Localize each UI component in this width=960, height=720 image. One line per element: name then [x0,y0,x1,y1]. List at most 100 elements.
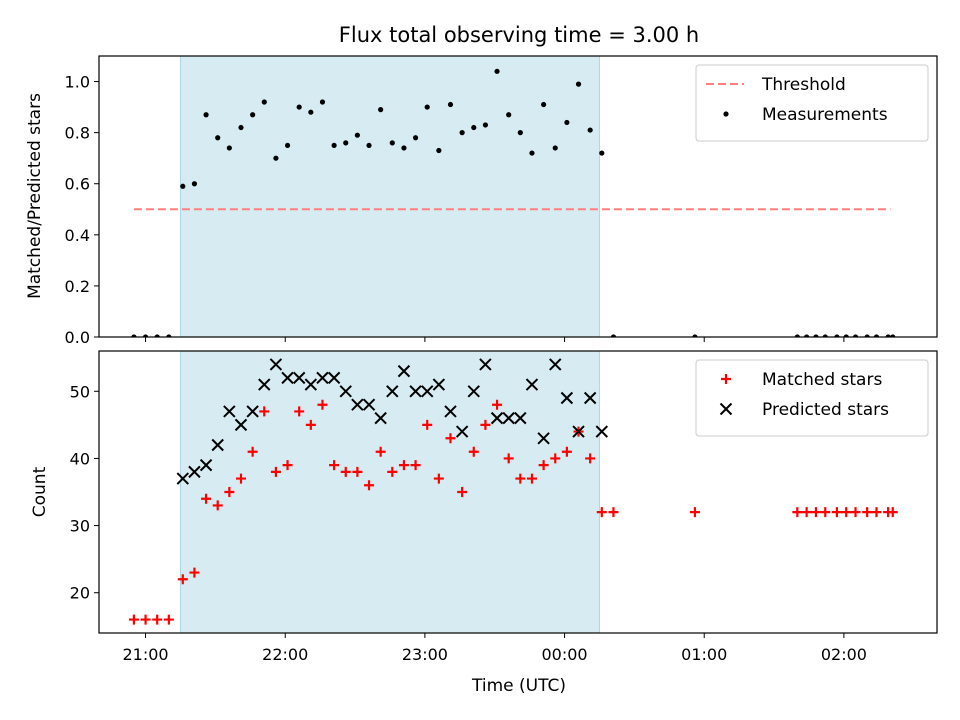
bottom-y-tick-label: 20 [70,584,90,603]
matched-star-point [689,507,700,518]
top-legend-box [695,64,929,142]
matched-star-point [270,466,281,477]
top-y-tick-label: 0.4 [65,226,90,245]
measurement-point [343,140,349,146]
x-tick-label: 00:00 [542,645,588,664]
top-y-tick-label: 0.6 [65,175,90,194]
matched-star-point [538,460,549,471]
matched-star-point [457,487,468,497]
matched-star-point [294,406,305,417]
matched-star-point [352,466,363,477]
measurement-point [852,334,859,337]
matched-star-point [585,453,596,464]
predicted-star-point [269,358,283,371]
chart-title: Flux total observing time = 3.00 h [339,23,699,47]
measurement-point [885,334,891,337]
top-data-layer [131,68,896,337]
matched-star-point [201,493,212,504]
matched-star-point [515,473,526,484]
measurement-point [191,181,198,187]
matched-star-point [387,466,398,477]
measurement-point [552,145,558,151]
x-axis-label: Time (UTC) [471,676,566,696]
measurement-point [843,334,849,337]
top-panel: 0.0 0.2 0.4 0.6 0.8 1.0 Threshold Measurements [65,55,938,347]
matched-star-point [492,399,503,410]
measurement-point [517,130,523,136]
measurement-point [378,107,384,113]
matched-star-point [445,433,456,444]
measurement-point [142,334,149,337]
measurement-point [471,124,477,131]
measurement-point [203,112,209,118]
matched-star-point [810,507,821,518]
bottom-y-axis-label: Count [30,466,50,517]
predicted-star-point [351,398,364,411]
measurement-point [273,155,279,161]
predicted-star-point [386,385,399,398]
measurement-point [366,142,372,149]
top-y-tick-label: 0.8 [65,124,90,143]
measurement-point [599,150,605,156]
matched-star-point [561,446,572,457]
predicted-star-point [246,405,259,418]
matched-star-point [212,500,223,511]
measurement-point [864,334,870,337]
top-shaded-region [179,55,600,338]
predicted-star-point [374,411,387,425]
predicted-star-point [409,385,422,398]
matched-star-point [329,460,340,471]
predicted-star-point [188,465,201,479]
matched-star-point [140,614,151,625]
matched-star-point [398,460,409,471]
matched-star-point [163,614,174,625]
measurement-point [401,145,407,151]
measurement-point [226,145,232,151]
legend-measurements-swatch [723,111,729,117]
legend-matched-swatch [721,374,731,384]
bottom-legend-box [695,359,929,437]
matched-star-point [433,473,444,484]
measurement-point [587,127,593,133]
matched-star-point [550,453,561,464]
predicted-star-point [537,432,550,445]
measurement-point [506,112,512,118]
matched-star-point [503,453,514,464]
predicted-star-point [199,458,213,472]
predicted-star-point [560,391,574,405]
measurement-point [822,334,828,337]
predicted-star-point [490,411,504,425]
measurement-point [331,142,337,149]
measurement-point [610,334,617,337]
predicted-star-point [397,364,411,378]
predicted-star-point [502,411,515,425]
matched-star-point [871,507,882,518]
matched-star-point [850,507,861,518]
matched-star-point [841,507,852,518]
predicted-star-point [525,378,539,391]
matched-star-point [422,419,433,430]
x-tick-label: 22:00 [262,645,308,664]
predicted-star-point [327,371,341,385]
predicted-star-point [583,391,597,405]
matched-star-point [247,446,258,457]
x-tick-label: 01:00 [681,645,727,664]
predicted-star-point [281,371,294,385]
measurement-point [412,135,419,141]
legend-label: Measurements [762,105,888,125]
predicted-star-point [432,378,446,391]
matched-star-point [608,507,619,518]
matched-star-point [820,507,831,518]
matched-star-point [128,614,139,625]
predicted-star-point [316,371,329,385]
matched-star-point [259,406,270,417]
x-tick-label: 23:00 [402,645,448,664]
bottom-legend: Matched stars Predicted stars [695,359,929,437]
predicted-star-point [362,398,376,411]
matched-star-point [317,399,328,410]
top-y-axis-label: Matched/Predicted stars [25,93,45,299]
predicted-star-point [258,378,271,391]
measurement-point [250,112,256,118]
matched-star-point [831,507,842,518]
